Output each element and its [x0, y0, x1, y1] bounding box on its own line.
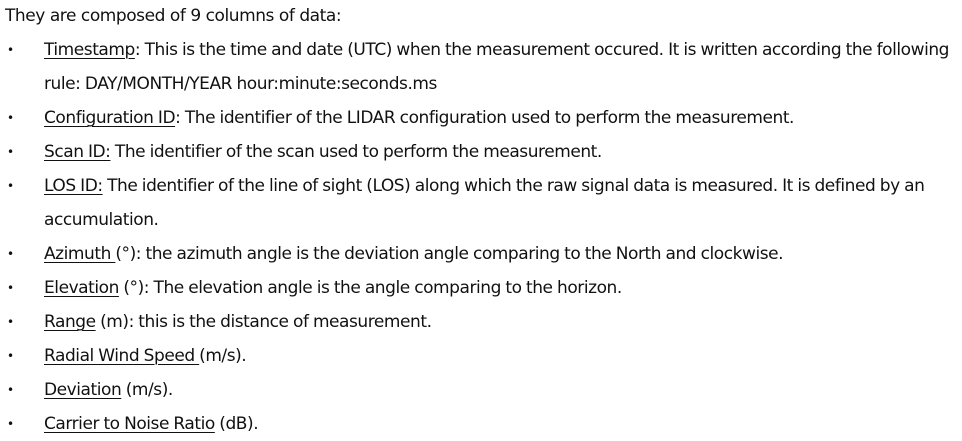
intro-text: They are composed of 9 columns of data:	[5, 6, 342, 26]
item-term: Timestamp	[44, 40, 135, 60]
item-description: (°): the azimuth angle is the deviation …	[115, 244, 784, 264]
item-term: Carrier to Noise Ratio	[44, 414, 215, 434]
item-description: The identifier of the scan used to perfo…	[110, 142, 602, 162]
item-description: (dB).	[214, 414, 259, 434]
item-description: : This is the time and date (UTC) when t…	[44, 40, 950, 94]
item-term: Scan ID:	[44, 142, 111, 162]
bullet-icon: •	[7, 247, 14, 261]
bullet-icon: •	[7, 43, 14, 57]
item-description: (°): The elevation angle is the angle co…	[118, 278, 622, 298]
item-term: Radial Wind Speed	[44, 346, 200, 366]
bullet-icon: •	[7, 111, 14, 125]
item-term: Azimuth	[44, 244, 116, 264]
item-term: Elevation	[44, 278, 119, 298]
item-description: : The identifier of the LIDAR configurat…	[175, 108, 794, 128]
list-item-azimuth: • Azimuth (°): the azimuth angle is the …	[5, 237, 955, 271]
list-item-timestamp: • Timestamp: This is the time and date (…	[5, 33, 955, 101]
item-term: LOS ID:	[44, 176, 103, 196]
item-description: (m): this is the distance of measurement…	[95, 312, 432, 332]
list-item-deviation: • Deviation (m/s).	[5, 373, 955, 407]
list-item-elevation: • Elevation (°): The elevation angle is …	[5, 271, 955, 305]
item-term: Configuration ID	[44, 108, 176, 128]
bullet-icon: •	[7, 417, 14, 431]
list-item-scan-id: • Scan ID: The identifier of the scan us…	[5, 135, 955, 169]
item-term: Deviation	[44, 380, 122, 400]
bullet-icon: •	[7, 315, 14, 329]
column-list: • Timestamp: This is the time and date (…	[5, 33, 955, 441]
list-item-radial-wind-speed: • Radial Wind Speed (m/s).	[5, 339, 955, 373]
bullet-icon: •	[7, 179, 14, 193]
item-description: (m/s).	[199, 346, 247, 366]
list-item-configuration-id: • Configuration ID: The identifier of th…	[5, 101, 955, 135]
list-item-carrier-to-noise-ratio: • Carrier to Noise Ratio (dB).	[5, 407, 955, 441]
item-description: (m/s).	[121, 380, 174, 400]
document-body: They are composed of 9 columns of data: …	[5, 3, 955, 441]
bullet-icon: •	[7, 281, 14, 295]
item-description: The identifier of the line of sight (LOS…	[44, 176, 925, 230]
item-term: Range	[44, 312, 96, 332]
list-item-los-id: • LOS ID: The identifier of the line of …	[5, 169, 955, 237]
bullet-icon: •	[7, 145, 14, 159]
bullet-icon: •	[7, 349, 14, 363]
list-item-range: • Range (m): this is the distance of mea…	[5, 305, 955, 339]
bullet-icon: •	[7, 383, 14, 397]
